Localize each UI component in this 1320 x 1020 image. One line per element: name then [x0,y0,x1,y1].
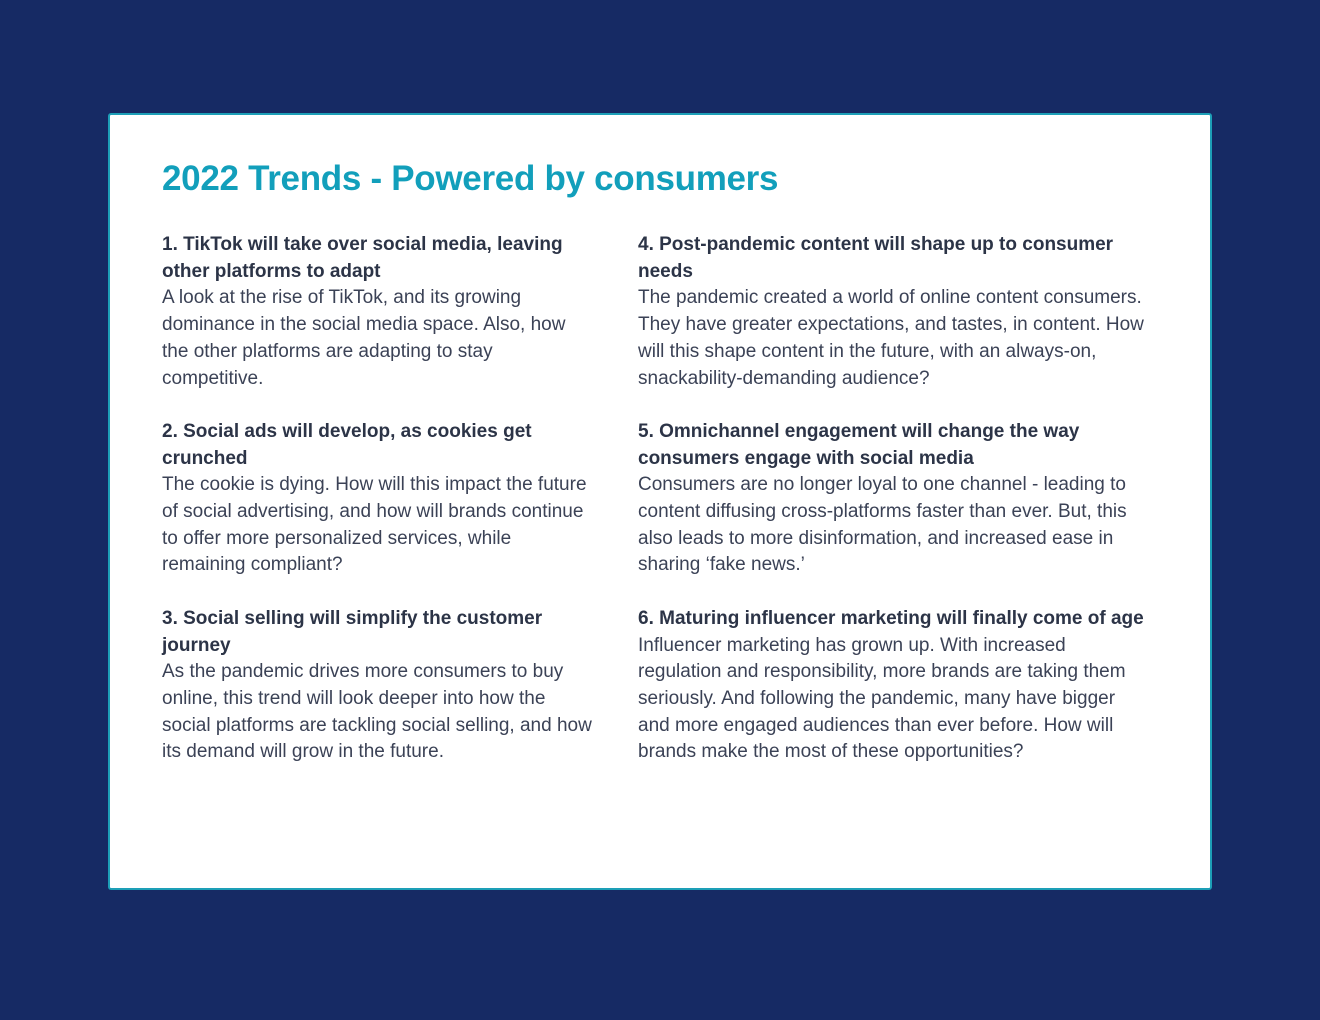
trend-heading: 5. Omnichannel engagement will change th… [638,420,1080,469]
trend-heading: 2. Social ads will develop, as cookies g… [162,420,532,469]
trend-body: Influencer marketing has grown up. With … [638,634,1126,763]
trend-heading: 4. Post-pandemic content will shape up t… [638,234,1114,282]
trends-card: 2022 Trends - Powered by consumers 1. Ti… [108,113,1212,890]
trend-heading: 3. Social selling will simplify the cust… [162,607,543,656]
page-title: 2022 Trends - Powered by consumers [162,159,779,198]
right-column: 4. Post-pandemic content will shape up t… [638,232,1146,793]
trend-item-3: 3. Social selling will simplify the cust… [162,606,592,766]
trend-body: As the pandemic drives more consumers to… [162,661,592,763]
trend-body: A look at the rise of TikTok, and its gr… [162,287,566,389]
trend-item-5: 5. Omnichannel engagement will change th… [638,419,1146,579]
trend-body: The cookie is dying. How will this impac… [162,474,587,576]
trend-item-2: 2. Social ads will develop, as cookies g… [162,419,592,579]
trend-item-6: 6. Maturing influencer marketing will fi… [638,606,1146,766]
trend-heading: 6. Maturing influencer marketing will fi… [638,607,1144,629]
trend-body: The pandemic created a world of online c… [638,287,1144,389]
trend-body: Consumers are no longer loyal to one cha… [638,474,1127,576]
trend-heading: 1. TikTok will take over social media, l… [162,234,563,282]
trend-item-1: 1. TikTok will take over social media, l… [162,232,592,392]
trend-item-4: 4. Post-pandemic content will shape up t… [638,232,1146,392]
left-column: 1. TikTok will take over social media, l… [162,232,592,793]
